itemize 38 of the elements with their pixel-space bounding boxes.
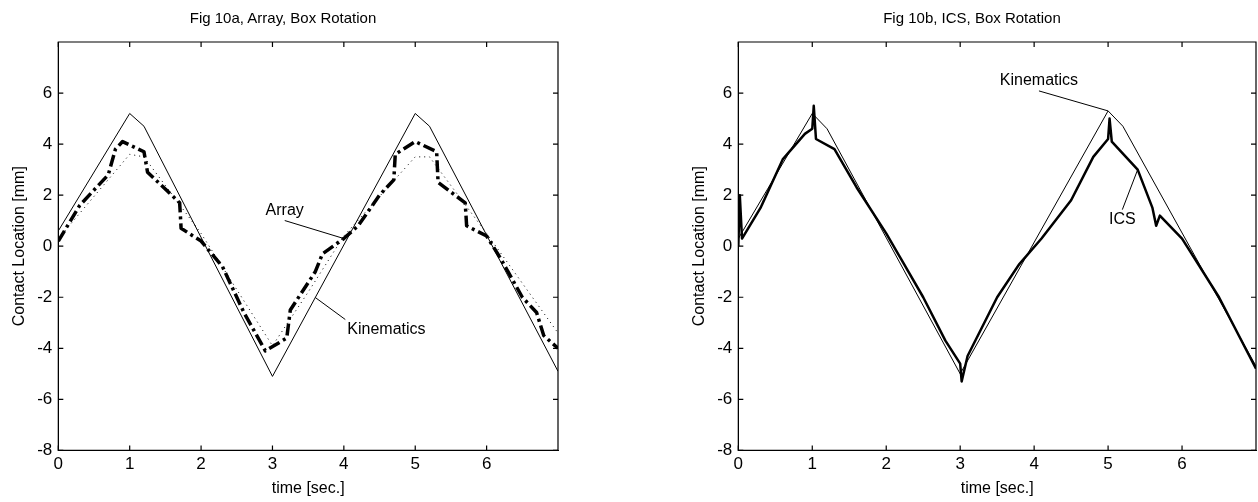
x-tick-label: 4 [1029, 454, 1039, 474]
y-tick-label: -6 [37, 389, 53, 409]
x-tick-label: 3 [955, 454, 965, 474]
y-tick-label: 2 [42, 184, 53, 204]
series-label: ICS [1109, 210, 1136, 228]
x-axis-title: time [sec.] [271, 478, 345, 496]
x-tick-label: 5 [1103, 454, 1113, 474]
y-tick-label: -4 [717, 337, 733, 357]
y-tick-label: 6 [42, 82, 53, 102]
y-axis-title: Contact Location [mm] [10, 166, 28, 327]
chart-title: Fig 10a, Array, Box Rotation [189, 9, 377, 27]
y-tick-label: 0 [722, 235, 733, 255]
y-tick-label: -8 [37, 440, 53, 460]
y-tick-label: -2 [717, 286, 733, 306]
text: Kinematics [347, 319, 426, 337]
y-tick-label: -4 [37, 337, 53, 357]
text: Kinematics [999, 71, 1079, 89]
y-tick-label: 4 [722, 133, 733, 153]
x-tick-label: 2 [881, 454, 891, 474]
y-tick-label: -8 [717, 440, 733, 460]
y-tick-label: 0 [42, 235, 53, 255]
y-tick-label: -2 [37, 286, 53, 306]
y-tick-label: 6 [722, 82, 733, 102]
x-tick-label: 6 [1177, 454, 1187, 474]
x-tick-label: 6 [481, 454, 492, 474]
x-tick-label: 1 [807, 454, 818, 474]
x-tick-label: 4 [339, 454, 349, 474]
x-axis-title: time [sec.] [960, 478, 1034, 496]
text: Array [265, 200, 304, 218]
y-tick-label: 2 [722, 184, 733, 204]
y-tick-label: 4 [42, 133, 53, 153]
chart-title: Fig 10b, ICS, Box Rotation [883, 9, 1061, 27]
x-tick-label: 3 [267, 454, 278, 474]
y-axis-title: Contact Location [mm] [690, 166, 708, 327]
x-tick-label: 2 [196, 454, 206, 474]
y-tick-label: -6 [717, 389, 733, 409]
x-tick-label: 5 [410, 454, 420, 474]
x-tick-label: 1 [124, 454, 135, 474]
